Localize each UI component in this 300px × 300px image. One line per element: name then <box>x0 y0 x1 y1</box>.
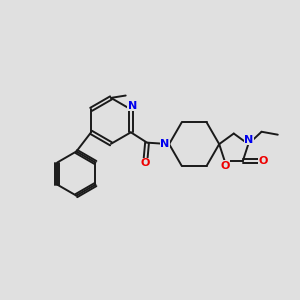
Text: N: N <box>128 101 137 111</box>
Text: N: N <box>244 135 254 145</box>
Text: O: O <box>141 158 150 168</box>
Text: O: O <box>220 160 230 171</box>
Text: N: N <box>160 139 169 149</box>
Text: O: O <box>258 156 268 166</box>
